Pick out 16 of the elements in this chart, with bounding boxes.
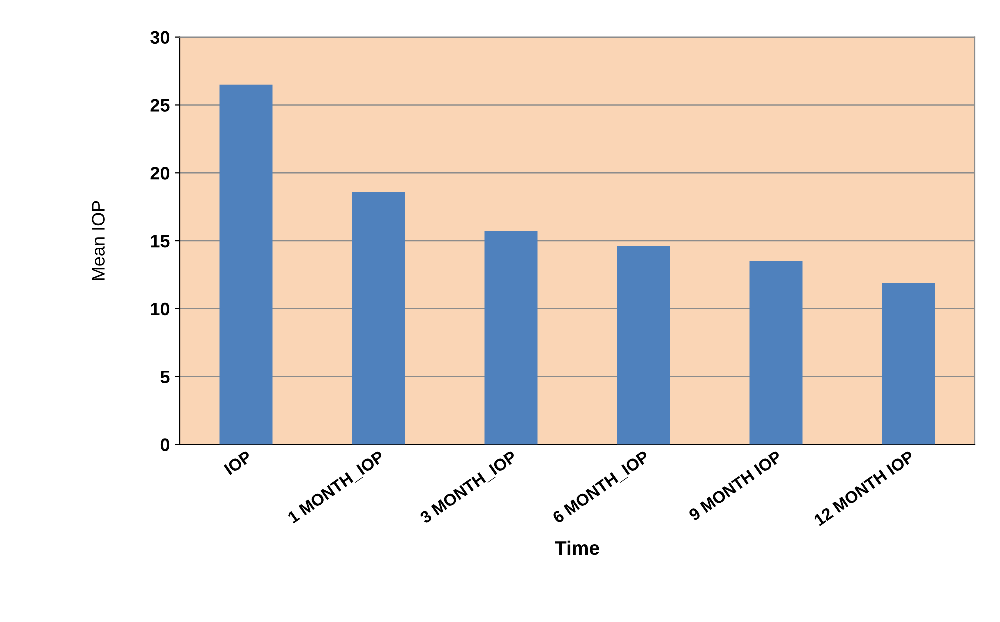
y-tick-label: 10: [151, 302, 170, 316]
bar: [484, 232, 538, 445]
bar: [220, 84, 273, 445]
x-tick-label: IOP: [224, 450, 253, 476]
y-tick-label: 25: [150, 99, 170, 112]
bar: [617, 246, 670, 445]
y-tick-label: 20: [150, 167, 170, 180]
y-tick-label: 5: [160, 370, 170, 384]
y-axis-title: Mean IOP: [92, 201, 105, 280]
y-tick-label: 15: [151, 235, 170, 248]
bar: [750, 261, 803, 445]
bar: [352, 192, 406, 445]
bar: [882, 283, 936, 445]
x-axis-title: Time: [555, 540, 600, 556]
y-tick-label: 30: [150, 31, 170, 44]
y-tick-label: 0: [160, 438, 170, 452]
